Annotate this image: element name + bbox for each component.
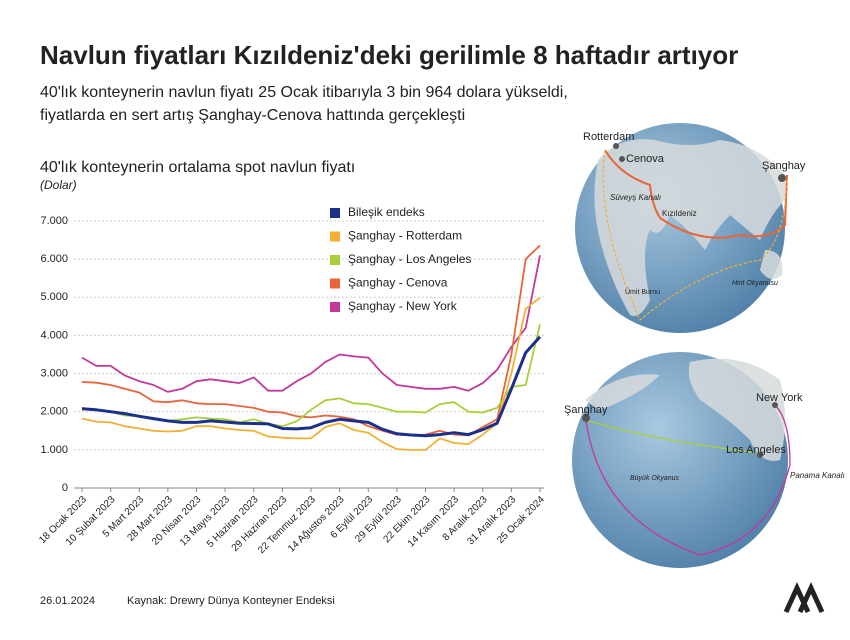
subtitle: 40'lık konteynerin navlun fiyatı 25 Ocak…	[40, 84, 568, 101]
x-tick-label: 10 Şubat 2023	[64, 494, 118, 548]
y-tick-label: 5.000	[40, 291, 68, 303]
map-label: Şanghay	[564, 404, 608, 416]
logo	[783, 581, 825, 614]
chart-subtitle: (Dolar)	[40, 178, 77, 192]
page-title: Navlun fiyatları Kızıldeniz'deki gerilim…	[40, 40, 738, 70]
footer-date: 26.01.2024	[40, 595, 95, 607]
legend-label: Şanghay - Cenova	[348, 276, 448, 290]
series-line	[81, 244, 541, 437]
map-label: Süveyş Kanalı	[610, 193, 661, 202]
chart-title: 40'lık konteynerin ortalama spot navlun …	[40, 159, 355, 176]
legend-label: Şanghay - Los Angeles	[348, 252, 471, 266]
legend-label: Bileşik endeks	[348, 205, 425, 219]
legend-label: Şanghay - New York	[348, 299, 458, 313]
y-tick-label: 2.000	[40, 406, 68, 418]
y-tick-label: 0	[62, 482, 68, 494]
footer-source: Kaynak: Drewry Dünya Konteyner Endeksi	[127, 595, 335, 607]
legend-swatch	[330, 302, 340, 312]
map-label: Şanghay	[762, 160, 806, 172]
series-line	[81, 335, 542, 438]
globe-bottom	[572, 352, 791, 568]
map-label: Kızıldeniz	[662, 209, 697, 218]
map-label: Ümit Burnu	[625, 288, 660, 296]
map-label: Hint Okyanusu	[732, 280, 778, 287]
y-tick-label: 3.000	[40, 367, 68, 379]
y-tick-label: 6.000	[40, 253, 68, 265]
series-line	[81, 296, 541, 451]
legend-swatch	[330, 278, 340, 289]
y-tick-label: 4.000	[40, 329, 68, 341]
series-line	[81, 323, 541, 428]
map-label: Los Angeles	[726, 444, 786, 456]
series-line	[81, 255, 541, 393]
globe-top	[575, 123, 788, 333]
map-label: Cenova	[626, 153, 665, 165]
map-label: Büyük Okyanus	[630, 475, 680, 482]
subtitle: fiyatlarda en sert artış Şanghay-Cenova …	[40, 107, 465, 124]
map-label: New York	[756, 392, 803, 404]
x-tick-label: 18 Ocak 2023	[37, 494, 89, 546]
x-tick-label: 13 Mayıs 2023	[178, 494, 232, 548]
legend-swatch	[330, 208, 340, 218]
y-tick-label: 1.000	[40, 444, 68, 456]
legend-swatch	[330, 231, 340, 242]
map-label: Rotterdam	[583, 131, 634, 143]
y-tick-label: 7.000	[40, 215, 68, 227]
legend-swatch	[330, 255, 340, 265]
legend-label: Şanghay - Rotterdam	[348, 229, 462, 243]
map-label: Panama Kanalı	[790, 471, 845, 480]
